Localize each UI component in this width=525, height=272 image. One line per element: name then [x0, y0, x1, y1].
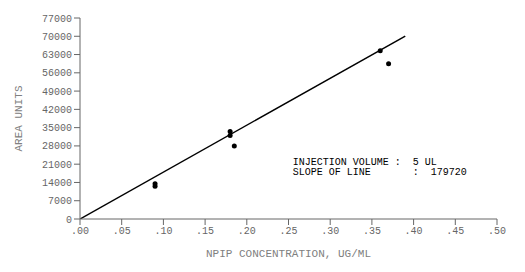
svg-text:49000: 49000 [42, 87, 72, 98]
svg-text:.30: .30 [321, 226, 339, 237]
svg-text:.15: .15 [196, 226, 214, 237]
svg-text:.20: .20 [238, 226, 256, 237]
svg-text:77000: 77000 [42, 14, 72, 25]
svg-text:63000: 63000 [42, 50, 72, 61]
svg-text:.00: .00 [71, 226, 89, 237]
svg-text:.35: .35 [363, 226, 381, 237]
svg-text:56000: 56000 [42, 68, 72, 79]
svg-text:INJECTION VOLUME : 5 UL: INJECTION VOLUME : 5 UL [292, 157, 437, 169]
svg-text:.45: .45 [446, 226, 464, 237]
svg-text:21000: 21000 [42, 160, 72, 171]
svg-text:SLOPE OF LINE : 179720: SLOPE OF LINE : 179720 [293, 167, 467, 178]
svg-text:NPIP CONCENTRATION, UG/ML: NPIP CONCENTRATION, UG/ML [206, 248, 371, 260]
svg-text:0: 0 [66, 215, 72, 226]
svg-text:AREA UNITS: AREA UNITS [13, 85, 25, 151]
svg-text:42000: 42000 [42, 105, 72, 116]
svg-text:7000: 7000 [48, 196, 72, 207]
svg-text:28000: 28000 [42, 141, 72, 152]
svg-text:70000: 70000 [42, 32, 72, 43]
svg-text:14000: 14000 [42, 178, 72, 189]
svg-text:.25: .25 [279, 226, 297, 237]
svg-text:.05: .05 [113, 226, 131, 237]
svg-text:35000: 35000 [42, 123, 72, 134]
svg-text:.40: .40 [405, 226, 423, 237]
svg-text:.10: .10 [154, 226, 172, 237]
svg-text:.50: .50 [488, 226, 506, 237]
